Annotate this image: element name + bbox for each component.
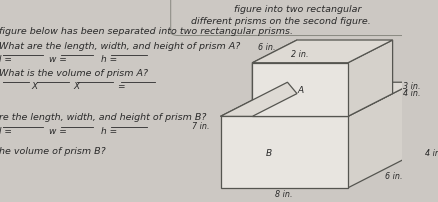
Text: 4 in.: 4 in. [424, 148, 438, 157]
Text: What are the length, width, and height of prism A?: What are the length, width, and height o… [0, 41, 240, 50]
Text: X: X [73, 82, 79, 91]
Text: 4 in.: 4 in. [402, 89, 419, 98]
Text: =: = [117, 82, 124, 91]
FancyBboxPatch shape [170, 0, 413, 36]
Polygon shape [220, 83, 414, 117]
Text: 3 in.: 3 in. [402, 82, 419, 90]
Text: 6 in.: 6 in. [258, 43, 275, 52]
Text: l =: l = [0, 55, 12, 64]
Text: w =: w = [49, 126, 67, 135]
Text: w =: w = [49, 55, 67, 64]
Text: he volume of prism B?: he volume of prism B? [0, 146, 106, 155]
Text: figure into two rectangular: figure into two rectangular [234, 5, 361, 14]
Text: l =: l = [0, 126, 12, 135]
Polygon shape [252, 41, 297, 117]
Text: B: B [265, 148, 271, 157]
Text: What is the volume of prism A?: What is the volume of prism A? [0, 69, 148, 78]
Text: 2 in.: 2 in. [291, 50, 308, 59]
Polygon shape [347, 41, 392, 117]
Text: figure below has been separated into two rectangular prisms.: figure below has been separated into two… [0, 27, 293, 36]
Text: X: X [31, 82, 37, 91]
Text: h =: h = [101, 126, 117, 135]
Polygon shape [347, 83, 414, 188]
Polygon shape [220, 117, 347, 188]
Polygon shape [252, 41, 392, 63]
Text: 8 in.: 8 in. [275, 189, 292, 198]
Text: re the length, width, and height of prism B?: re the length, width, and height of pris… [0, 112, 206, 121]
Text: 6 in.: 6 in. [385, 171, 402, 180]
Polygon shape [220, 83, 297, 117]
Text: h =: h = [101, 55, 117, 64]
Text: 7 in.: 7 in. [191, 121, 209, 130]
Text: different prisms on the second figure.: different prisms on the second figure. [190, 17, 370, 26]
Text: A: A [297, 86, 303, 95]
Polygon shape [252, 63, 347, 117]
